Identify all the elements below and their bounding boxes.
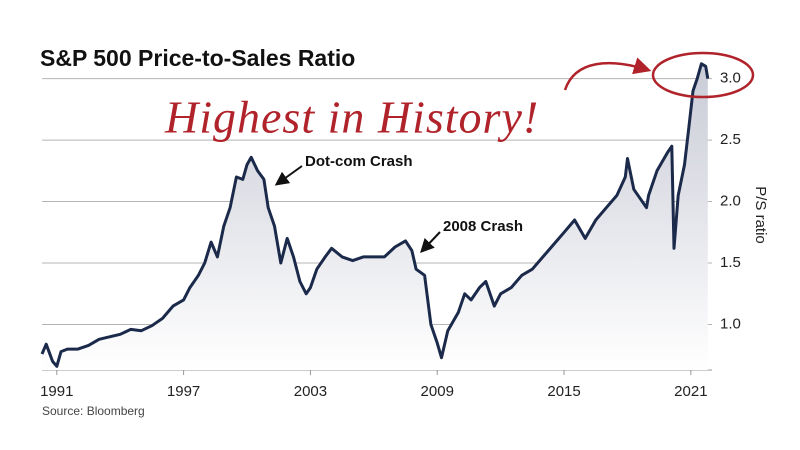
x-tick-label: 2003 — [294, 383, 327, 400]
y-tick-label: 3.0 — [720, 70, 741, 87]
annotation-arrow — [274, 165, 303, 186]
y-tick-label: 1.0 — [720, 315, 741, 332]
x-tick-label: 1991 — [40, 383, 73, 400]
x-tick-label: 2021 — [674, 383, 707, 400]
x-tick-label: 2015 — [547, 383, 580, 400]
x-tick-label: 1997 — [167, 383, 200, 400]
x-tick-label: 2009 — [421, 383, 454, 400]
highlight-annotation: Highest in History! — [164, 92, 539, 143]
highlight-arrow — [563, 57, 652, 91]
annotation: 2008 Crash — [443, 218, 523, 235]
y-axis-label: P/S ratio — [752, 186, 769, 244]
y-tick-label: 2.5 — [720, 131, 741, 148]
y-tick-label: 2.0 — [720, 193, 741, 210]
y-tick-label: 1.5 — [720, 254, 741, 271]
annotation-arrow — [420, 231, 441, 254]
source: Source: Bloomberg — [42, 404, 145, 418]
annotation: Dot-com Crash — [305, 153, 413, 170]
highlight-circle — [651, 51, 755, 99]
chart-title: S&P 500 Price-to-Sales Ratio — [40, 45, 355, 71]
area-fill — [42, 63, 708, 371]
line — [40, 62, 710, 368]
